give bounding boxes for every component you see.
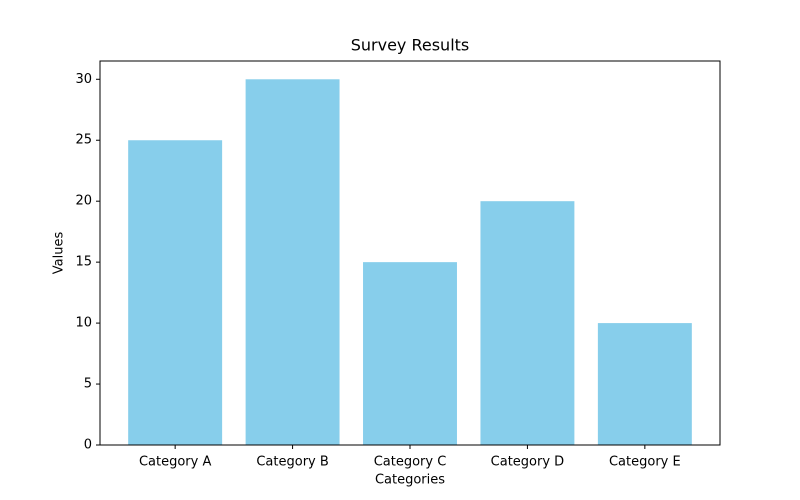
bar [363, 262, 457, 445]
bar [597, 323, 692, 445]
bar [128, 140, 223, 445]
chart-title: Survey Results [351, 36, 470, 55]
y-tick-label: 5 [84, 377, 92, 392]
bar [480, 201, 575, 445]
y-tick-label: 25 [75, 133, 92, 148]
x-tick-label: Category B [256, 455, 328, 470]
bar [245, 79, 340, 446]
y-tick-label: 20 [75, 194, 92, 209]
y-tick-label: 15 [75, 255, 92, 270]
x-axis-label: Categories [375, 473, 445, 488]
y-axis-label: Values [52, 232, 67, 275]
x-tick-label: Category D [491, 455, 565, 470]
plot-frame [99, 60, 721, 446]
x-tick-label: Category C [374, 455, 447, 470]
x-tick-label: Category A [139, 455, 212, 470]
y-tick-label: 0 [84, 438, 92, 453]
y-tick-label: 10 [75, 316, 92, 331]
x-tick-label: Category E [609, 455, 681, 470]
y-tick-label: 30 [75, 72, 92, 87]
